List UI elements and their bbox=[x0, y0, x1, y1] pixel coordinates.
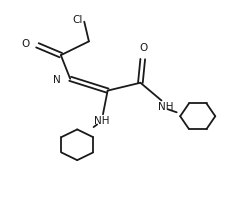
Text: O: O bbox=[140, 43, 148, 53]
Text: O: O bbox=[22, 39, 30, 49]
Text: NH: NH bbox=[94, 116, 110, 126]
Text: NH: NH bbox=[158, 102, 174, 112]
Text: Cl: Cl bbox=[72, 15, 82, 25]
Text: N: N bbox=[53, 75, 61, 85]
